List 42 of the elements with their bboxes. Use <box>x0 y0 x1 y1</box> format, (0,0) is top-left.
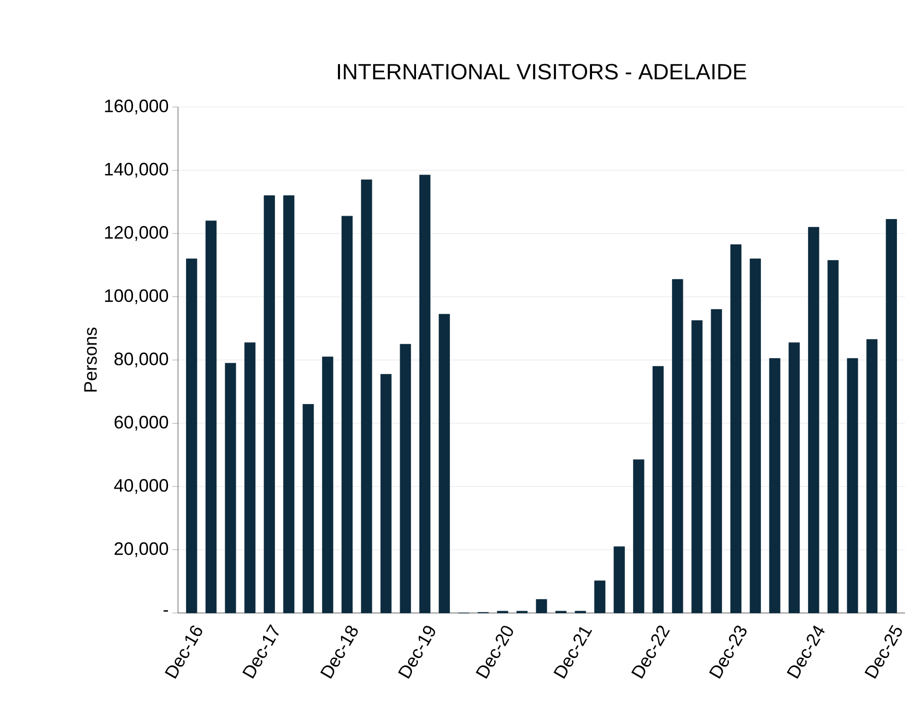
y-tick-label: 140,000 <box>105 162 168 178</box>
bar <box>730 244 742 614</box>
bar <box>828 260 839 614</box>
y-axis-title: Persons <box>84 328 97 392</box>
bar <box>672 279 684 614</box>
bar <box>808 226 820 614</box>
bar <box>750 258 761 614</box>
bar <box>302 404 314 614</box>
bar <box>846 358 858 614</box>
bar <box>710 309 722 614</box>
bar <box>400 344 411 614</box>
bar <box>769 358 780 614</box>
chart-title: INTERNATIONAL VISITORS - ADELAIDE <box>338 64 746 80</box>
bar <box>886 219 897 614</box>
bar <box>224 362 236 614</box>
bar <box>322 356 334 614</box>
bar <box>788 342 800 614</box>
y-tick-label: 40,000 <box>114 479 168 494</box>
bar <box>361 180 372 614</box>
bar <box>244 342 256 614</box>
y-tick-label: 20,000 <box>114 542 168 558</box>
y-tick-label: 160,000 <box>105 100 168 114</box>
y-tick-label: - <box>164 610 168 612</box>
bar <box>342 216 353 614</box>
bar <box>866 339 878 614</box>
bar <box>380 374 392 614</box>
bar <box>633 459 644 614</box>
bar <box>438 314 450 614</box>
bar <box>264 195 275 614</box>
y-tick-label: 80,000 <box>114 352 168 368</box>
bar <box>419 174 430 614</box>
bar <box>283 195 294 614</box>
y-tick-label: 60,000 <box>114 416 168 431</box>
y-tick-label: 120,000 <box>105 226 168 241</box>
y-tick-label: 100,000 <box>105 289 168 304</box>
bar <box>186 258 198 614</box>
bar <box>594 580 606 614</box>
bar <box>614 546 625 614</box>
bar <box>536 599 548 614</box>
bar <box>691 320 703 614</box>
bar <box>206 220 217 614</box>
bar <box>652 366 664 614</box>
